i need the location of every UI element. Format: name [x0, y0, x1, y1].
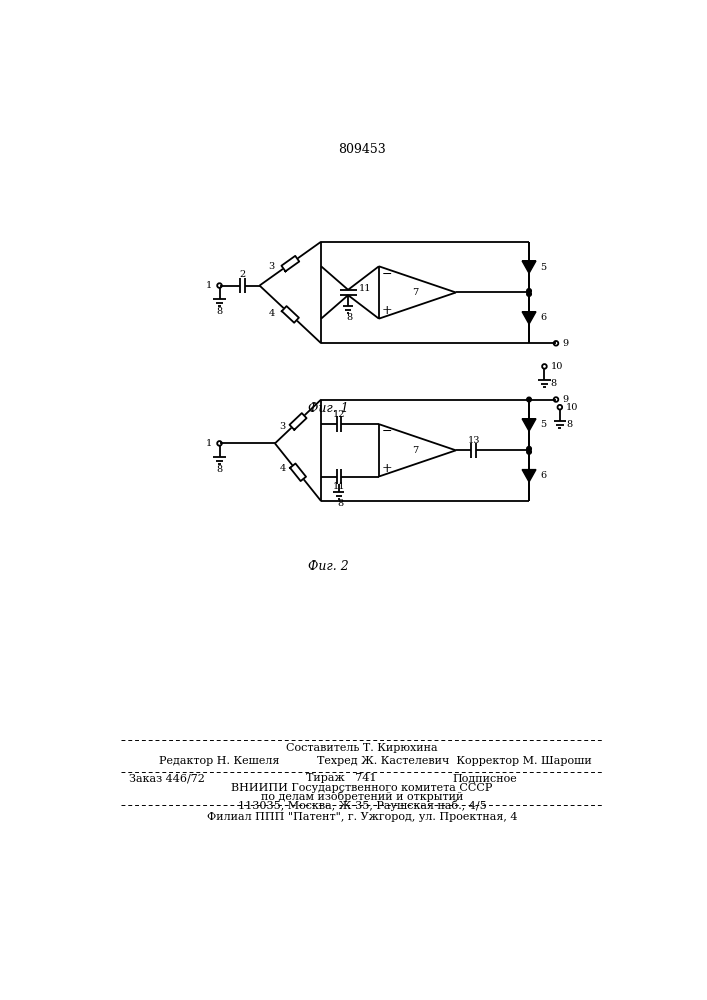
Text: 8: 8 — [346, 313, 353, 322]
Text: 1: 1 — [206, 439, 212, 448]
Text: 7: 7 — [412, 288, 419, 297]
Circle shape — [527, 289, 532, 293]
Text: ВНИИПИ Государственного комитета СССР: ВНИИПИ Государственного комитета СССР — [231, 783, 493, 793]
Text: 5: 5 — [541, 420, 547, 429]
Text: по делам изобретений и открытий: по делам изобретений и открытий — [261, 791, 463, 802]
Text: 5: 5 — [541, 263, 547, 272]
Text: 12: 12 — [332, 410, 345, 419]
Text: 9: 9 — [562, 339, 568, 348]
Text: 8: 8 — [337, 499, 344, 508]
Text: +: + — [381, 462, 392, 475]
Text: Подписное: Подписное — [452, 773, 517, 783]
Text: 9: 9 — [562, 395, 568, 404]
Text: 7: 7 — [412, 446, 419, 455]
Text: Составитель Т. Кирюхина: Составитель Т. Кирюхина — [286, 743, 438, 753]
Polygon shape — [281, 256, 299, 271]
Text: 1: 1 — [206, 281, 212, 290]
Polygon shape — [522, 312, 536, 324]
Text: 4: 4 — [269, 309, 275, 318]
Text: 8: 8 — [216, 465, 223, 474]
Text: 10: 10 — [551, 362, 563, 371]
Text: Техред Ж. Кастелевич  Корректор М. Шароши: Техред Ж. Кастелевич Корректор М. Шароши — [317, 756, 592, 766]
Text: Фиг. 2: Фиг. 2 — [308, 560, 349, 573]
Text: Филиал ППП "Патент", г. Ужгород, ул. Проектная, 4: Филиал ППП "Патент", г. Ужгород, ул. Про… — [206, 812, 518, 822]
Text: 13: 13 — [467, 436, 480, 445]
Polygon shape — [290, 463, 306, 481]
Text: 8: 8 — [566, 420, 572, 429]
Text: Редактор Н. Кешеля: Редактор Н. Кешеля — [160, 756, 280, 766]
Text: +: + — [381, 304, 392, 317]
Text: 11: 11 — [332, 482, 345, 491]
Circle shape — [527, 450, 532, 454]
Text: 10: 10 — [566, 403, 578, 412]
Polygon shape — [289, 413, 307, 430]
Circle shape — [527, 397, 532, 402]
Text: 4: 4 — [279, 464, 286, 473]
Text: Тираж   741: Тираж 741 — [305, 773, 376, 783]
Text: 8: 8 — [216, 307, 223, 316]
Text: 2: 2 — [240, 270, 246, 279]
Text: 6: 6 — [541, 471, 547, 480]
Text: 8: 8 — [551, 379, 556, 388]
Polygon shape — [522, 470, 536, 482]
Polygon shape — [522, 261, 536, 273]
Circle shape — [527, 446, 532, 451]
Text: Фиг. 1: Фиг. 1 — [308, 402, 349, 415]
Text: 3: 3 — [269, 262, 275, 271]
Text: −: − — [381, 425, 392, 438]
Text: 6: 6 — [541, 313, 547, 322]
Circle shape — [527, 292, 532, 296]
Text: −: − — [381, 267, 392, 280]
Text: 809453: 809453 — [338, 143, 386, 156]
Polygon shape — [282, 306, 299, 323]
Text: 3: 3 — [279, 422, 286, 431]
Text: 11: 11 — [359, 284, 371, 293]
Text: 113035, Москва, Ж-35, Раушская наб., 4/5: 113035, Москва, Ж-35, Раушская наб., 4/5 — [238, 800, 486, 811]
Text: Заказ 446/72: Заказ 446/72 — [129, 773, 204, 783]
Polygon shape — [522, 419, 536, 431]
